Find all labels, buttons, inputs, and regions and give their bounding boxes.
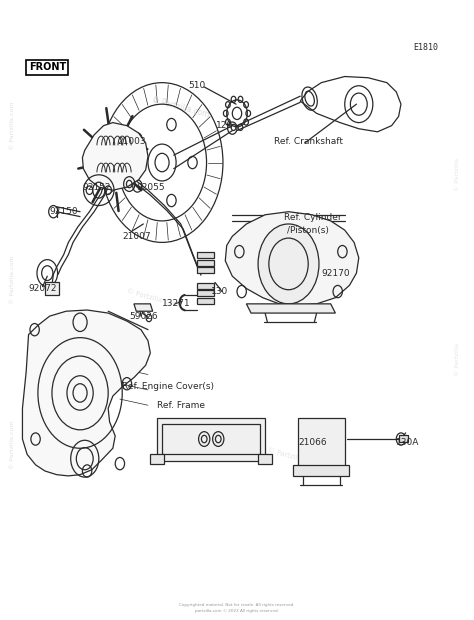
Text: FRONT: FRONT [28, 62, 66, 73]
Bar [197, 252, 214, 259]
Text: © Partzilla.com: © Partzilla.com [9, 421, 15, 469]
Text: 92072: 92072 [28, 284, 57, 293]
Bar [162, 423, 260, 454]
Text: Ref. Frame: Ref. Frame [157, 401, 205, 410]
Text: 130: 130 [211, 287, 228, 296]
Text: 21066: 21066 [298, 438, 327, 446]
Text: Ref. Engine Cover(s): Ref. Engine Cover(s) [122, 383, 214, 391]
Bar [197, 267, 214, 273]
Bar [197, 260, 214, 266]
Text: 120: 120 [216, 121, 233, 130]
Bar [197, 290, 214, 296]
Polygon shape [134, 304, 153, 311]
Polygon shape [225, 211, 359, 305]
Text: © Partzilla.com: © Partzilla.com [126, 288, 180, 308]
Polygon shape [150, 454, 164, 464]
Text: E1810: E1810 [413, 43, 438, 51]
Text: Ref. Crankshaft: Ref. Crankshaft [274, 136, 344, 146]
Text: © Partzilla.com: © Partzilla.com [9, 102, 15, 150]
Text: 130A: 130A [396, 438, 419, 446]
Text: © Partzilla: © Partzilla [455, 158, 460, 192]
Text: 21003: 21003 [118, 136, 146, 146]
Text: 92170: 92170 [321, 268, 350, 278]
Text: partzilla.com © 2023 All rights reserved.: partzilla.com © 2023 All rights reserved… [195, 609, 279, 613]
Text: Ref. Cylinder: Ref. Cylinder [284, 213, 341, 223]
Bar [157, 417, 265, 461]
Bar [45, 282, 59, 294]
Text: © Partzilla.com: © Partzilla.com [266, 448, 320, 467]
Polygon shape [246, 304, 336, 313]
Bar [293, 465, 349, 476]
Polygon shape [22, 310, 150, 476]
Text: 13271: 13271 [162, 299, 191, 308]
Text: /Piston(s): /Piston(s) [287, 226, 329, 234]
Text: © Partzilla.com: © Partzilla.com [151, 95, 210, 119]
Polygon shape [258, 454, 272, 464]
Text: 510: 510 [188, 81, 205, 91]
Polygon shape [82, 123, 148, 190]
Circle shape [258, 224, 319, 304]
Bar [399, 435, 408, 442]
Bar [197, 283, 214, 289]
Text: 92150: 92150 [50, 207, 78, 216]
Bar [298, 417, 345, 467]
Text: 59026: 59026 [129, 312, 158, 321]
Text: 21007: 21007 [122, 232, 151, 241]
Text: Copyrighted material. Not for resale. All rights reserved.: Copyrighted material. Not for resale. Al… [179, 603, 295, 607]
Text: 92055: 92055 [137, 183, 165, 192]
Text: © Partzilla.com: © Partzilla.com [9, 255, 15, 304]
Text: © Partzilla: © Partzilla [455, 343, 460, 376]
Text: 92152: 92152 [82, 183, 111, 192]
Bar [197, 298, 214, 304]
